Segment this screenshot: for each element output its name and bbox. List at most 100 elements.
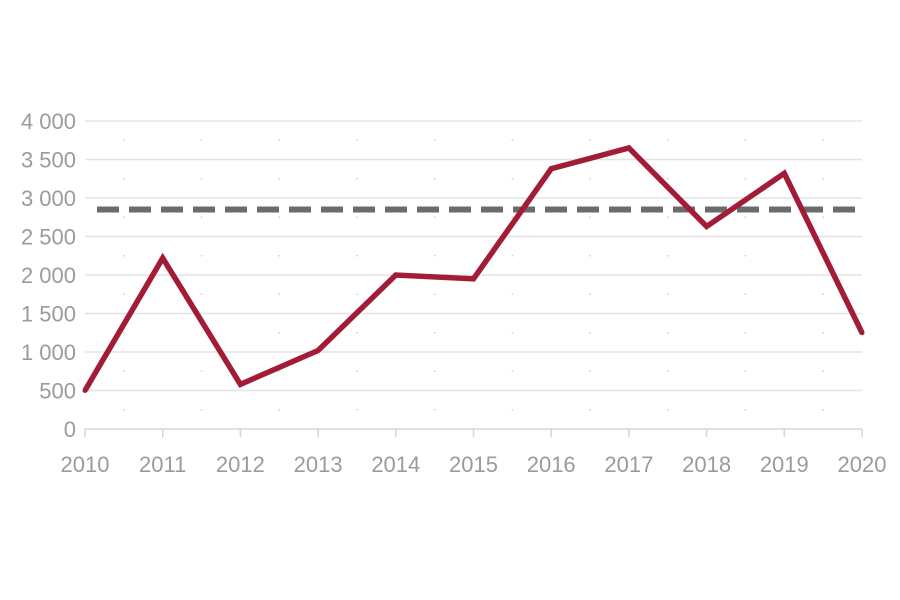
y-tick-label: 1 500 <box>21 302 76 327</box>
data-point <box>548 166 554 172</box>
minor-dot <box>589 177 591 180</box>
data-point <box>82 388 88 393</box>
x-tick-label: 2018 <box>682 452 731 477</box>
minor-dot <box>589 370 591 373</box>
minor-dot <box>278 408 281 411</box>
data-point <box>393 272 399 278</box>
x-tick-label: 2020 <box>838 452 887 477</box>
minor-dot <box>278 293 281 296</box>
minor-dot <box>589 293 591 296</box>
minor-dot <box>744 331 747 334</box>
minor-dot <box>433 177 436 180</box>
minor-dot <box>822 331 825 334</box>
x-tick-label: 2016 <box>527 452 576 477</box>
minor-dot <box>511 139 514 142</box>
minor-dot <box>511 216 514 219</box>
minor-dot <box>822 408 825 411</box>
minor-dot <box>200 254 203 257</box>
minor-dot <box>589 408 591 411</box>
minor-dot <box>589 254 591 257</box>
minor-dot <box>744 216 747 219</box>
x-tick-label: 2014 <box>371 452 420 477</box>
minor-dot <box>666 408 669 411</box>
data-point <box>859 330 865 336</box>
y-tick-label: 4 000 <box>21 109 76 134</box>
y-tick-label: 1 000 <box>21 340 76 365</box>
minor-dot <box>122 177 125 180</box>
minor-dot <box>356 139 358 142</box>
minor-dot <box>589 139 591 142</box>
minor-dot <box>433 408 436 411</box>
minor-dot <box>744 139 747 142</box>
minor-dot <box>822 293 825 296</box>
x-tick-label: 2012 <box>216 452 265 477</box>
series-group <box>82 144 865 393</box>
x-tick-label: 2019 <box>760 452 809 477</box>
x-axis <box>84 428 863 437</box>
minor-dot <box>744 177 747 180</box>
minor-dot <box>278 216 281 219</box>
data-point <box>237 381 243 387</box>
minor-dot <box>511 254 514 257</box>
minor-dot <box>200 293 203 296</box>
minor-dot <box>122 254 125 257</box>
minor-dot <box>122 293 125 296</box>
minor-dot <box>356 177 358 180</box>
y-tick-label: 2 500 <box>21 225 76 250</box>
minor-dot <box>589 216 591 219</box>
minor-dot <box>200 139 203 142</box>
data-point <box>471 276 476 282</box>
grid <box>85 120 862 392</box>
y-tick-label: 0 <box>64 417 76 442</box>
x-tick-label: 2011 <box>139 452 186 477</box>
minor-dot <box>122 139 125 142</box>
minor-dot <box>511 177 514 180</box>
minor-dot <box>666 139 669 142</box>
data-point <box>160 255 166 261</box>
minor-dot <box>822 370 825 373</box>
minor-dot <box>122 408 125 411</box>
minor-dot <box>666 177 669 180</box>
minor-dot <box>122 370 125 373</box>
minor-dot <box>278 139 281 142</box>
series-line-0 <box>82 144 865 392</box>
minor-dot <box>511 331 514 334</box>
minor-dot <box>433 216 436 219</box>
minor-dot <box>744 408 747 411</box>
y-axis-tick-labels: 0 500 1 000 1 500 2 000 2 500 3 000 3 500 4 000 <box>21 109 76 442</box>
minor-dot <box>200 408 203 411</box>
data-point <box>781 170 787 176</box>
minor-dot <box>278 331 281 334</box>
data-point <box>315 347 321 353</box>
y-tick-label: 3 000 <box>21 186 76 211</box>
minor-dot <box>200 177 203 180</box>
x-tick-label: 2017 <box>604 452 653 477</box>
minor-dot <box>822 216 825 219</box>
minor-dot <box>433 370 436 373</box>
minor-dot <box>122 331 125 334</box>
minor-dot <box>666 216 669 219</box>
minor-dot <box>744 293 747 296</box>
y-tick-label: 500 <box>39 379 76 404</box>
minor-dot <box>200 331 203 334</box>
minor-dot <box>356 408 358 411</box>
minor-dot <box>278 177 281 180</box>
minor-dot <box>356 370 358 373</box>
x-tick-label: 2010 <box>61 452 110 477</box>
minor-dot <box>200 216 203 219</box>
minor-dot <box>666 293 669 296</box>
x-tick-label: 2013 <box>294 452 343 477</box>
y-tick-label: 3 500 <box>21 148 76 173</box>
x-axis-tick-labels: 2010 2011 2012 2013 2014 2015 2016 2017 2018 2019… <box>61 452 887 477</box>
minor-dot <box>433 293 436 296</box>
y-tick-label: 2 000 <box>21 263 76 288</box>
minor-dot <box>433 254 436 257</box>
minor-dot <box>744 370 747 373</box>
minor-dot <box>356 293 358 296</box>
minor-dot <box>511 370 514 373</box>
minor-dot <box>589 331 591 334</box>
minor-dot <box>356 254 358 257</box>
minor-dot <box>744 254 747 257</box>
